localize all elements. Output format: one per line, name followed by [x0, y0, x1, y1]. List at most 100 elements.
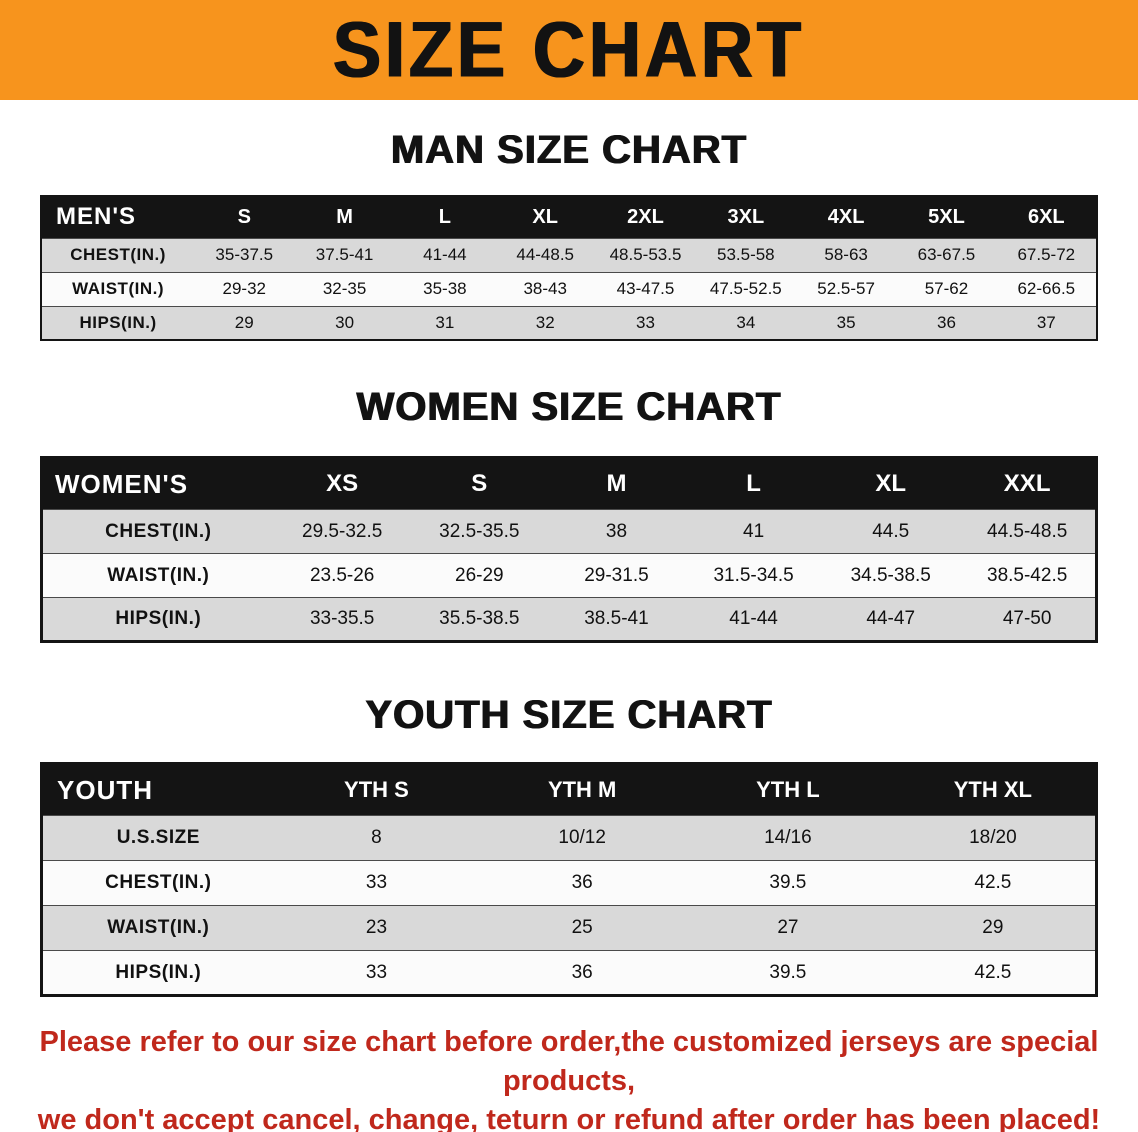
table-cell: 42.5 — [890, 950, 1097, 996]
table-cell: 38.5-41 — [547, 597, 686, 642]
table-cell: 39.5 — [685, 860, 891, 906]
table-cell: 44.5 — [822, 509, 960, 554]
table-cell: 29-32 — [194, 271, 295, 306]
men-col-header: 3XL — [695, 196, 796, 238]
row-label: HIPS(IN.) — [41, 597, 274, 642]
men-corner-label: MEN'S — [41, 196, 195, 238]
table-row: WAIST(IN.) 23 25 27 29 — [41, 905, 1097, 951]
youth-col-header: YTH M — [479, 763, 686, 816]
women-section: WOMEN SIZE CHART WOMEN'S XS S M L XL XXL… — [0, 385, 1138, 643]
table-row: WAIST(IN.) 29-32 32-35 35-38 38-43 43-47… — [41, 271, 1097, 306]
table-cell: 36 — [896, 305, 997, 340]
men-col-header: 6XL — [996, 196, 1097, 238]
table-cell: 67.5-72 — [996, 237, 1097, 272]
page-title: SIZE CHART — [333, 5, 805, 94]
row-label: U.S.SIZE — [41, 815, 274, 861]
table-cell: 33 — [273, 860, 480, 906]
women-col-header: L — [685, 457, 823, 510]
table-cell: 47.5-52.5 — [695, 271, 796, 306]
table-cell: 31 — [394, 305, 496, 340]
row-label: CHEST(IN.) — [41, 509, 274, 554]
table-cell: 23 — [273, 905, 480, 951]
table-cell: 33-35.5 — [273, 597, 411, 642]
disclaimer: Please refer to our size chart before or… — [20, 1023, 1118, 1132]
youth-col-header: YTH S — [273, 763, 480, 816]
row-label: HIPS(IN.) — [41, 950, 274, 996]
table-cell: 37.5-41 — [294, 237, 395, 272]
table-cell: 29-31.5 — [547, 553, 686, 598]
table-cell: 43-47.5 — [595, 271, 696, 306]
table-row: HIPS(IN.) 33 36 39.5 42.5 — [41, 950, 1097, 996]
table-row: CHEST(IN.) 35-37.5 37.5-41 41-44 44-48.5… — [41, 237, 1097, 272]
women-header-row: WOMEN'S XS S M L XL XXL — [41, 457, 1097, 510]
table-cell: 18/20 — [890, 815, 1097, 861]
table-cell: 29 — [890, 905, 1097, 951]
row-label: CHEST(IN.) — [41, 860, 274, 906]
table-cell: 34.5-38.5 — [822, 553, 960, 598]
table-cell: 41-44 — [685, 597, 823, 642]
youth-heading: YOUTH SIZE CHART — [365, 693, 773, 737]
row-label: WAIST(IN.) — [41, 905, 274, 951]
table-cell: 44-47 — [822, 597, 960, 642]
table-cell: 34 — [695, 305, 796, 340]
table-cell: 31.5-34.5 — [685, 553, 823, 598]
table-cell: 41 — [685, 509, 823, 554]
table-cell: 14/16 — [685, 815, 891, 861]
table-cell: 53.5-58 — [695, 237, 796, 272]
table-cell: 58-63 — [795, 237, 897, 272]
table-cell: 33 — [273, 950, 480, 996]
table-cell: 57-62 — [896, 271, 997, 306]
table-cell: 47-50 — [959, 597, 1097, 642]
table-cell: 29.5-32.5 — [273, 509, 411, 554]
table-cell: 25 — [479, 905, 686, 951]
men-size-table: MEN'S S M L XL 2XL 3XL 4XL 5XL 6XL CHEST… — [40, 195, 1098, 341]
youth-size-table: YOUTH YTH S YTH M YTH L YTH XL U.S.SIZE … — [40, 762, 1098, 997]
table-cell: 27 — [685, 905, 891, 951]
women-corner-label: WOMEN'S — [41, 457, 274, 510]
men-col-header: 5XL — [896, 196, 997, 238]
table-cell: 35.5-38.5 — [410, 597, 548, 642]
table-cell: 32-35 — [294, 271, 395, 306]
table-cell: 42.5 — [890, 860, 1097, 906]
table-cell: 41-44 — [394, 237, 496, 272]
women-col-header: S — [410, 457, 548, 510]
table-cell: 36 — [479, 860, 686, 906]
men-col-header: 2XL — [595, 196, 696, 238]
table-cell: 23.5-26 — [273, 553, 411, 598]
men-heading: MAN SIZE CHART — [390, 128, 748, 172]
table-cell: 62-66.5 — [996, 271, 1097, 306]
table-cell: 44-48.5 — [495, 237, 596, 272]
table-cell: 44.5-48.5 — [959, 509, 1097, 554]
youth-col-header: YTH L — [685, 763, 891, 816]
table-cell: 38-43 — [495, 271, 596, 306]
table-cell: 39.5 — [685, 950, 891, 996]
table-cell: 36 — [479, 950, 686, 996]
women-col-header: XXL — [959, 457, 1097, 510]
banner: SIZE CHART — [0, 0, 1138, 100]
table-cell: 35 — [795, 305, 897, 340]
men-section: MAN SIZE CHART MEN'S S M L XL 2XL 3XL 4X… — [0, 128, 1138, 341]
table-cell: 30 — [294, 305, 395, 340]
table-cell: 33 — [595, 305, 696, 340]
table-cell: 38 — [547, 509, 686, 554]
table-cell: 38.5-42.5 — [959, 553, 1097, 598]
women-col-header: XS — [273, 457, 411, 510]
table-row: HIPS(IN.) 29 30 31 32 33 34 35 36 37 — [41, 305, 1097, 340]
table-cell: 26-29 — [410, 553, 548, 598]
men-col-header: XL — [495, 196, 596, 238]
disclaimer-line-2: we don't accept cancel, change, teturn o… — [37, 1104, 1101, 1132]
men-col-header: 4XL — [795, 196, 897, 238]
table-cell: 52.5-57 — [795, 271, 897, 306]
table-cell: 35-37.5 — [194, 237, 295, 272]
table-row: HIPS(IN.) 33-35.5 35.5-38.5 38.5-41 41-4… — [41, 597, 1097, 642]
table-cell: 10/12 — [479, 815, 686, 861]
youth-corner-label: YOUTH — [41, 763, 274, 816]
table-cell: 32.5-35.5 — [410, 509, 548, 554]
youth-section: YOUTH SIZE CHART YOUTH YTH S YTH M YTH L… — [0, 693, 1138, 997]
table-cell: 32 — [495, 305, 596, 340]
row-label: WAIST(IN.) — [41, 271, 195, 306]
table-row: CHEST(IN.) 33 36 39.5 42.5 — [41, 860, 1097, 906]
men-header-row: MEN'S S M L XL 2XL 3XL 4XL 5XL 6XL — [41, 196, 1097, 238]
women-size-table: WOMEN'S XS S M L XL XXL CHEST(IN.) 29.5-… — [40, 456, 1098, 643]
